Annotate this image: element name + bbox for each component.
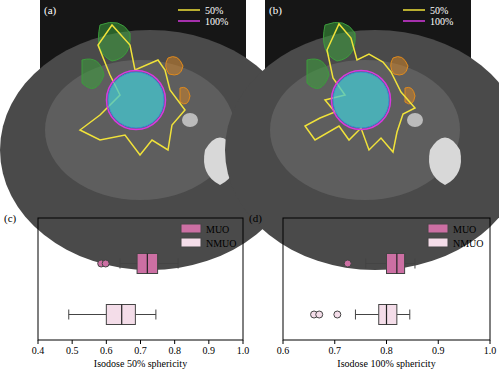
outlier: [102, 260, 109, 267]
panel-label: (c): [4, 212, 17, 225]
whisker: [135, 314, 156, 315]
whisker-cap: [178, 259, 179, 269]
outlier: [344, 260, 351, 267]
tick-label: 0.9: [432, 345, 445, 356]
outlier: [334, 311, 341, 318]
organ: [166, 57, 183, 75]
panel-label: (a): [44, 4, 57, 17]
legend-label: NMUO: [453, 238, 484, 249]
tick-label: 1.0: [237, 345, 250, 356]
box-chart: (d) 0.6 0.7 0.8 0.9 1.0 Isodose 100% sphericit…: [249, 212, 496, 369]
panel-label: (d): [249, 212, 262, 225]
tick: [208, 340, 209, 344]
vessel: [182, 113, 198, 127]
tick-label: 0.6: [100, 345, 113, 356]
tick-label: 0.5: [66, 345, 79, 356]
tick: [72, 340, 73, 344]
whisker-cap: [120, 259, 121, 269]
legend-line: [403, 9, 425, 11]
whisker: [120, 263, 137, 264]
organ: [307, 59, 329, 88]
tick: [106, 340, 107, 344]
tick: [174, 340, 175, 344]
frame: [38, 218, 243, 340]
legend-label: MUO: [206, 224, 229, 235]
tick: [386, 340, 387, 344]
median: [121, 305, 122, 325]
isodose-100: [107, 71, 166, 130]
legend-label: 50%: [430, 5, 448, 16]
whisker: [158, 263, 179, 264]
tissue: [45, 60, 235, 200]
ct-image: (b) 50%100%: [225, 0, 499, 270]
tick: [140, 340, 141, 344]
tick-label: 0.8: [380, 345, 393, 356]
tissue: [270, 60, 460, 200]
organ: [180, 87, 190, 104]
isodose-100: [332, 71, 391, 130]
legend-line: [178, 20, 200, 22]
legend-swatch: [428, 238, 448, 247]
marks: [311, 254, 415, 325]
axis-label: Isodose 50% sphericity: [94, 358, 187, 369]
spine: [429, 138, 461, 186]
median: [147, 254, 148, 274]
median: [386, 305, 387, 325]
median: [396, 254, 397, 274]
box: [137, 254, 158, 274]
whisker: [355, 314, 378, 315]
legend-label: 100%: [430, 16, 453, 27]
whisker-cap: [414, 259, 415, 269]
legend-label: NMUO: [206, 238, 237, 249]
tick: [438, 340, 439, 344]
target: [333, 72, 389, 128]
axis-label: Isodose 100% sphericity: [337, 358, 435, 369]
panel-label: (b): [269, 4, 282, 17]
whisker-cap: [68, 310, 69, 320]
outlier: [316, 311, 323, 318]
vessel: [407, 113, 423, 127]
whisker-cap: [155, 310, 156, 320]
tick: [243, 340, 244, 344]
whisker: [69, 314, 107, 315]
legend-line: [403, 20, 425, 22]
tick: [334, 340, 335, 344]
tick: [283, 340, 284, 344]
legend-label: 50%: [205, 5, 223, 16]
isodose-50: [305, 24, 415, 152]
legend-label: MUO: [453, 224, 476, 235]
tick: [38, 340, 39, 344]
isodose-50: [80, 25, 185, 155]
tick-label: 0.7: [329, 345, 342, 356]
whisker-cap: [409, 310, 410, 320]
legend-label: 100%: [205, 16, 228, 27]
body: [225, 30, 499, 270]
legend-swatch: [181, 224, 201, 233]
organ: [82, 59, 104, 88]
tick-label: 0.4: [32, 345, 45, 356]
tick-label: 0.9: [203, 345, 216, 356]
tick-label: 1.0: [484, 345, 497, 356]
legend-swatch: [181, 238, 201, 247]
tick: [490, 340, 491, 344]
marks: [69, 254, 178, 325]
box: [379, 305, 397, 325]
legend-line: [178, 9, 200, 11]
whisker: [397, 314, 410, 315]
legend-swatch: [428, 224, 448, 233]
whisker: [405, 263, 415, 264]
whisker: [366, 263, 387, 264]
tick-label: 0.6: [277, 345, 290, 356]
target: [108, 72, 164, 128]
box: [387, 254, 405, 274]
box: [106, 305, 135, 325]
whisker-cap: [355, 310, 356, 320]
box-chart: (c) 0.4 0.5 0.6 0.7 0.8 0.9 1.0 Isodose 50% sphe…: [4, 212, 249, 369]
organ: [391, 57, 408, 75]
whisker-cap: [365, 259, 366, 269]
tick-label: 0.8: [168, 345, 181, 356]
frame: [283, 218, 490, 340]
tick-label: 0.7: [134, 345, 147, 356]
